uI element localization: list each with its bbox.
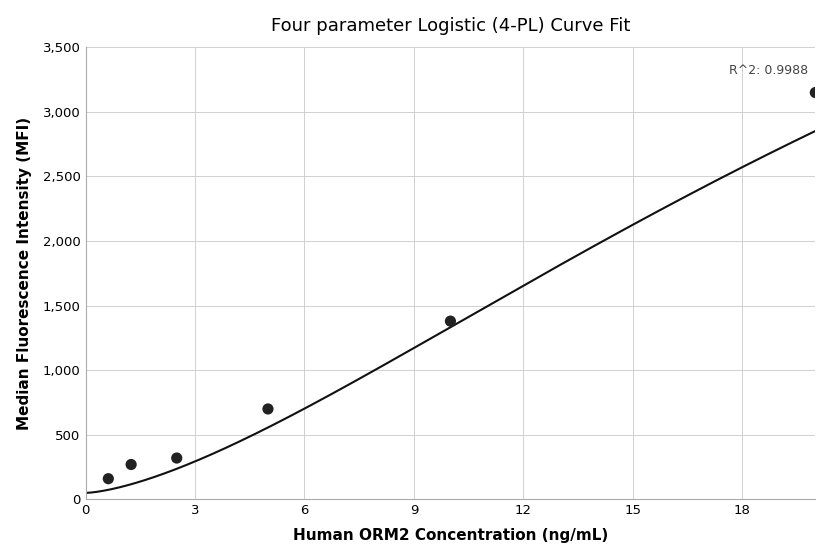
Y-axis label: Median Fluorescence Intensity (MFI): Median Fluorescence Intensity (MFI) bbox=[17, 117, 32, 430]
Point bbox=[125, 460, 138, 469]
Point bbox=[809, 88, 822, 97]
Title: Four parameter Logistic (4-PL) Curve Fit: Four parameter Logistic (4-PL) Curve Fit bbox=[270, 17, 630, 35]
X-axis label: Human ORM2 Concentration (ng/mL): Human ORM2 Concentration (ng/mL) bbox=[293, 528, 608, 543]
Point bbox=[443, 316, 457, 325]
Point bbox=[170, 454, 183, 463]
Point bbox=[102, 474, 115, 483]
Text: R^2: 0.9988: R^2: 0.9988 bbox=[729, 64, 808, 77]
Point bbox=[261, 404, 275, 413]
